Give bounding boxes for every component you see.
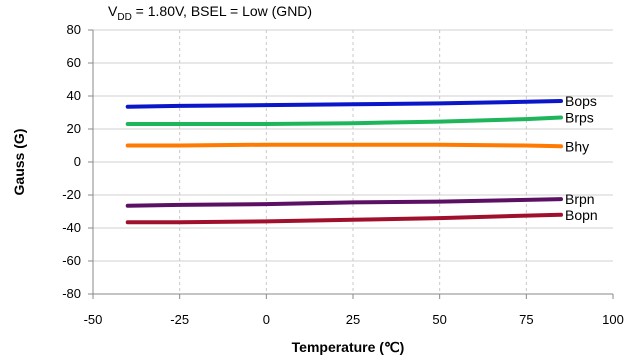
series-line-bops xyxy=(125,99,563,109)
y-tick-label: 40 xyxy=(67,88,81,103)
chart-subtitle: VDD = 1.80V, BSEL = Low (GND) xyxy=(108,3,312,23)
grid xyxy=(93,29,613,294)
series-label-bopn: Bopn xyxy=(565,207,598,223)
x-tick-label: 0 xyxy=(263,312,270,327)
y-axis-title: Gauss (G) xyxy=(11,129,27,196)
series-line-brps xyxy=(125,115,563,126)
series-line-bopn xyxy=(125,212,563,225)
x-tick-label: 50 xyxy=(432,312,446,327)
series-line-bhy xyxy=(125,142,563,149)
y-tick-label: -80 xyxy=(62,286,81,301)
y-tick-label: 0 xyxy=(74,154,81,169)
series-line-brpn xyxy=(125,197,563,208)
subtitle-main: V xyxy=(108,3,118,19)
tick-labels: 80 60 40 20 0 -20 -40 -60 -80-50 -25 0 25 50 75 100 xyxy=(62,22,624,327)
y-tick-label: -40 xyxy=(62,220,81,235)
subtitle-subscript: DD xyxy=(117,12,131,23)
series-label-bhy: Bhy xyxy=(565,138,589,154)
x-tick-label: -50 xyxy=(84,312,103,327)
y-tick-label: 20 xyxy=(67,121,81,136)
y-tick-label: -20 xyxy=(62,187,81,202)
y-tick-label: 80 xyxy=(67,22,81,37)
x-tick-label: 75 xyxy=(519,312,533,327)
series-label-brpn: Brpn xyxy=(565,191,595,207)
x-tick-label: 100 xyxy=(602,312,624,327)
y-tick-label: 60 xyxy=(67,55,81,70)
x-axis-title: Temperature (℃) xyxy=(292,339,405,355)
series-label-bops: Bops xyxy=(565,93,597,109)
axes xyxy=(88,29,614,299)
x-tick-label: -25 xyxy=(170,312,189,327)
x-tick-label: 25 xyxy=(346,312,360,327)
y-tick-label: -60 xyxy=(62,253,81,268)
subtitle-rest: = 1.80V, BSEL = Low (GND) xyxy=(132,3,312,19)
series-label-brps: Brps xyxy=(565,109,594,125)
